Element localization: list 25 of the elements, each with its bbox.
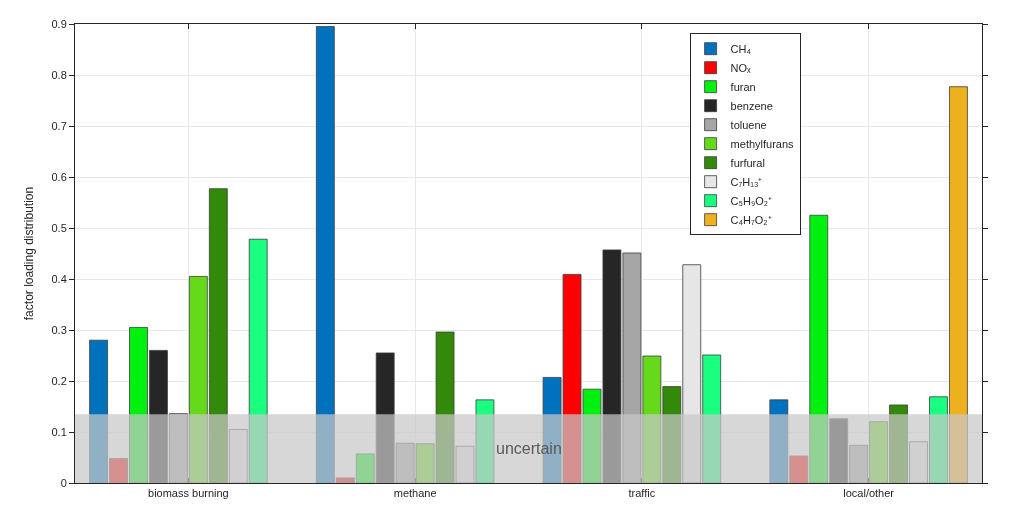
legend-label: toluene bbox=[730, 118, 767, 131]
y-tick-label: 0 bbox=[60, 476, 67, 489]
y-tick-label: 0.4 bbox=[51, 272, 67, 285]
y-tick-label: 0.1 bbox=[51, 425, 67, 438]
legend-label: C₇H₁₃⁺ bbox=[730, 175, 763, 188]
y-tick-label: 0.2 bbox=[51, 374, 67, 387]
y-tick-label: 0.3 bbox=[51, 323, 67, 336]
y-tick-label: 0.7 bbox=[51, 119, 67, 132]
legend-label: CH₄ bbox=[730, 42, 752, 55]
y-tick-label: 0.8 bbox=[51, 68, 67, 81]
legend-label: NOₓ bbox=[730, 61, 752, 74]
legend-label: C₄H₇O₂⁺ bbox=[730, 213, 772, 226]
y-axis-title: factor loading distribution bbox=[21, 186, 36, 321]
x-tick-label: biomass burning bbox=[148, 487, 229, 500]
y-tick-label: 0.6 bbox=[51, 170, 67, 183]
x-tick-label: local/other bbox=[843, 487, 895, 500]
x-tick-label: traffic bbox=[628, 487, 656, 500]
legend-label: furfural bbox=[730, 156, 765, 169]
legend-label: methylfurans bbox=[730, 137, 795, 150]
y-tick-label: 0.9 bbox=[51, 17, 67, 30]
y-tick-label: 0.5 bbox=[51, 221, 67, 234]
legend-label: C₅H₉O₂⁺ bbox=[730, 194, 773, 207]
legend-label: benzene bbox=[730, 99, 773, 112]
x-tick-label: methane bbox=[393, 487, 437, 500]
legend-label: furan bbox=[730, 80, 756, 93]
